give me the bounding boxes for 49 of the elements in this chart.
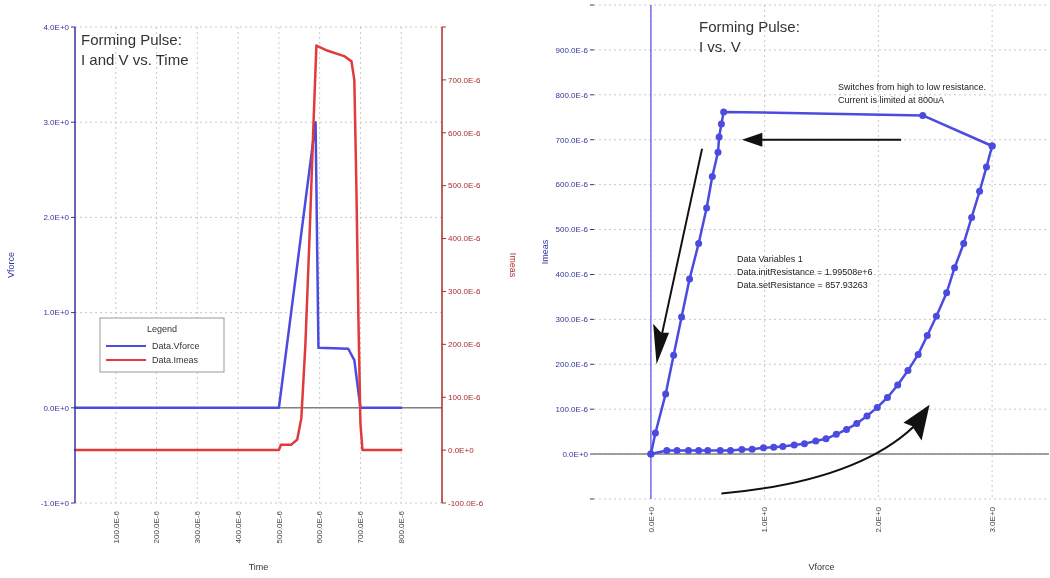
legend-title: Legend: [146, 324, 178, 334]
x-axis-title: Time: [248, 562, 269, 572]
y2-tick-label: 0.0E+0: [448, 445, 475, 455]
y-tick-label: 0.0E+0: [43, 403, 70, 413]
x-axis-title: Vforce: [808, 562, 835, 572]
legend-label: Data.Vforce: [152, 341, 200, 352]
text: Forming Pulse: I and V vs. Time: [81, 31, 189, 68]
y-tick-label: 800.0E-6: [555, 90, 589, 100]
x-tick-label: 500.0E-6: [274, 510, 284, 544]
x-tick-label: 600.0E-6: [315, 510, 325, 544]
y-tick-label: 400.0E-6: [555, 270, 589, 280]
y-axis-title: Imeas: [540, 239, 550, 265]
y2-tick-label: 700.0E-6: [448, 75, 482, 85]
x-tick-label: 300.0E-6: [193, 510, 203, 544]
y-tick-label: 500.0E-6: [555, 225, 589, 235]
y-tick-label: 300.0E-6: [555, 315, 589, 325]
x-tick-label: 3.0E+0: [987, 506, 997, 533]
y-tick-label: 100.0E-6: [555, 404, 589, 414]
y2-tick-label: 400.0E-6: [448, 234, 482, 244]
legend-label: Data.Imeas: [152, 355, 199, 366]
y-tick-label: 900.0E-6: [555, 45, 589, 55]
y-tick-label: 3.0E+0: [43, 118, 70, 127]
y2-tick-label: 500.0E-6: [448, 181, 482, 191]
y-tick-label: 1.0E+0: [43, 308, 70, 318]
y-tick-label: -1.0E+0: [40, 498, 70, 508]
y-tick-label: 0.0E+0: [562, 449, 589, 459]
x-tick-label: 2.0E+0: [874, 506, 884, 533]
y-axis-title: Vforce: [6, 251, 16, 279]
y2-tick-label: 300.0E-6: [448, 287, 482, 297]
y2-axis-title: Imeas: [508, 252, 518, 278]
x-tick-label: 200.0E-6: [152, 510, 162, 544]
x-tick-label: 100.0E-6: [111, 510, 121, 544]
y2-tick-label: -100.0E-6: [448, 498, 484, 508]
y-tick-label: 4.0E+0: [43, 22, 70, 32]
y2-tick-label: 100.0E-6: [448, 393, 482, 403]
y2-tick-label: 200.0E-6: [448, 340, 482, 350]
x-tick-label: 400.0E-6: [233, 510, 243, 544]
y-tick-label: 2.0E+0: [43, 213, 70, 223]
annotation: Switches from high to low resistance. Current is limited at 800uA: [838, 82, 987, 105]
y2-tick-label: 600.0E-6: [448, 128, 482, 138]
y-tick-label: 700.0E-6: [555, 135, 589, 145]
x-tick-label: 0.0E+0: [646, 506, 656, 533]
y-tick-label: 200.0E-6: [555, 360, 589, 370]
text: Forming Pulse: I vs. V: [699, 18, 800, 55]
y-tick-label: 600.0E-6: [555, 180, 589, 190]
x-tick-label: 700.0E-6: [356, 510, 366, 544]
annotation: Data Variables 1 Data.initResistance = 1.99508e+6 Data.setResistance = 857.93263: [737, 254, 873, 290]
x-tick-label: 800.0E-6: [397, 510, 407, 544]
x-tick-label: 1.0E+0: [760, 506, 770, 533]
